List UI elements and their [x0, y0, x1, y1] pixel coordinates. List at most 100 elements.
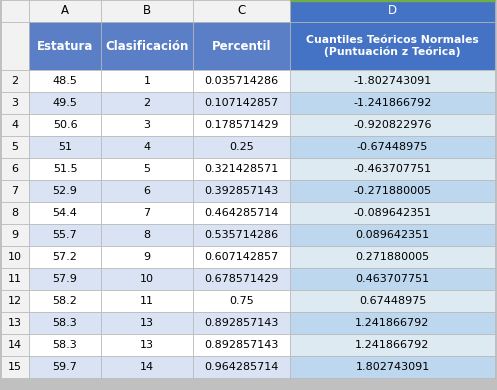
Bar	[290, 114, 495, 136]
Text: C: C	[238, 5, 246, 18]
Bar	[29, 224, 101, 246]
Text: -0.463707751: -0.463707751	[353, 164, 431, 174]
Text: 13: 13	[140, 340, 154, 350]
Text: 1.802743091: 1.802743091	[355, 362, 429, 372]
Bar	[193, 356, 290, 378]
Bar	[29, 202, 101, 224]
Text: D: D	[388, 5, 397, 18]
Bar	[1, 92, 29, 114]
Text: 15: 15	[8, 362, 22, 372]
Bar	[101, 290, 193, 312]
Text: -1.241866792: -1.241866792	[353, 98, 432, 108]
Text: 57.2: 57.2	[53, 252, 78, 262]
Bar	[1, 180, 29, 202]
Bar	[101, 114, 193, 136]
Text: 6: 6	[11, 164, 18, 174]
Bar	[29, 334, 101, 356]
Bar	[29, 70, 101, 92]
Bar	[29, 180, 101, 202]
Text: 2: 2	[144, 98, 151, 108]
Text: 9: 9	[144, 252, 151, 262]
Bar	[1, 312, 29, 334]
Bar	[29, 356, 101, 378]
Bar	[1, 224, 29, 246]
Text: 0.607142857: 0.607142857	[204, 252, 279, 262]
Text: 57.9: 57.9	[53, 274, 78, 284]
Text: 58.3: 58.3	[53, 340, 78, 350]
Text: 3: 3	[144, 120, 151, 130]
Text: 0.463707751: 0.463707751	[355, 274, 429, 284]
Bar	[101, 158, 193, 180]
Text: -0.67448975: -0.67448975	[357, 142, 428, 152]
Text: 0.464285714: 0.464285714	[204, 208, 279, 218]
Bar	[29, 136, 101, 158]
Text: 0.321428571: 0.321428571	[204, 164, 279, 174]
Bar	[193, 136, 290, 158]
Bar	[290, 136, 495, 158]
Text: 0.75: 0.75	[229, 296, 254, 306]
Bar	[101, 268, 193, 290]
Text: 50.6: 50.6	[53, 120, 78, 130]
Bar	[290, 246, 495, 268]
Text: 8: 8	[144, 230, 151, 240]
Bar	[101, 202, 193, 224]
Bar	[101, 224, 193, 246]
Text: 7: 7	[144, 208, 151, 218]
Bar	[29, 268, 101, 290]
Text: 7: 7	[11, 186, 18, 196]
Text: 0.678571429: 0.678571429	[204, 274, 279, 284]
Text: 0.035714286: 0.035714286	[204, 76, 278, 86]
Bar	[1, 202, 29, 224]
Bar	[29, 312, 101, 334]
Text: 49.5: 49.5	[53, 98, 78, 108]
Bar	[193, 180, 290, 202]
Text: 5: 5	[11, 142, 18, 152]
Text: 11: 11	[8, 274, 22, 284]
Text: 1: 1	[144, 76, 151, 86]
Text: 0.178571429: 0.178571429	[204, 120, 279, 130]
Text: -0.920822976: -0.920822976	[353, 120, 432, 130]
Bar	[290, 92, 495, 114]
Text: 0.892857143: 0.892857143	[204, 318, 279, 328]
Text: -0.271880005: -0.271880005	[353, 186, 431, 196]
Bar	[101, 22, 193, 70]
Text: 0.392857143: 0.392857143	[204, 186, 279, 196]
Bar	[1, 290, 29, 312]
Text: Percentil: Percentil	[212, 39, 271, 53]
Bar	[29, 246, 101, 268]
Text: 11: 11	[140, 296, 154, 306]
Text: 14: 14	[140, 362, 154, 372]
Bar	[290, 268, 495, 290]
Bar	[1, 0, 29, 22]
Bar	[101, 70, 193, 92]
Bar	[193, 158, 290, 180]
Bar	[29, 0, 101, 22]
Text: Cuantiles Teóricos Normales
(Puntuación z Teórica): Cuantiles Teóricos Normales (Puntuación …	[306, 35, 479, 57]
Bar	[290, 22, 495, 70]
Bar	[290, 70, 495, 92]
Bar	[193, 268, 290, 290]
Text: Clasificación: Clasificación	[105, 39, 189, 53]
Bar	[290, 180, 495, 202]
Bar	[290, 0, 495, 22]
Bar	[101, 334, 193, 356]
Text: 48.5: 48.5	[53, 76, 78, 86]
Bar	[1, 158, 29, 180]
Text: 6: 6	[144, 186, 151, 196]
Bar	[193, 0, 290, 22]
Bar	[193, 202, 290, 224]
Bar	[29, 290, 101, 312]
Bar	[193, 312, 290, 334]
Text: Estatura: Estatura	[37, 39, 93, 53]
Bar	[101, 92, 193, 114]
Bar	[101, 136, 193, 158]
Text: 55.7: 55.7	[53, 230, 78, 240]
Bar	[193, 22, 290, 70]
Bar	[1, 246, 29, 268]
Bar	[1, 114, 29, 136]
Bar	[290, 312, 495, 334]
Bar	[193, 290, 290, 312]
Bar	[290, 224, 495, 246]
Bar	[1, 356, 29, 378]
Text: 10: 10	[8, 252, 22, 262]
